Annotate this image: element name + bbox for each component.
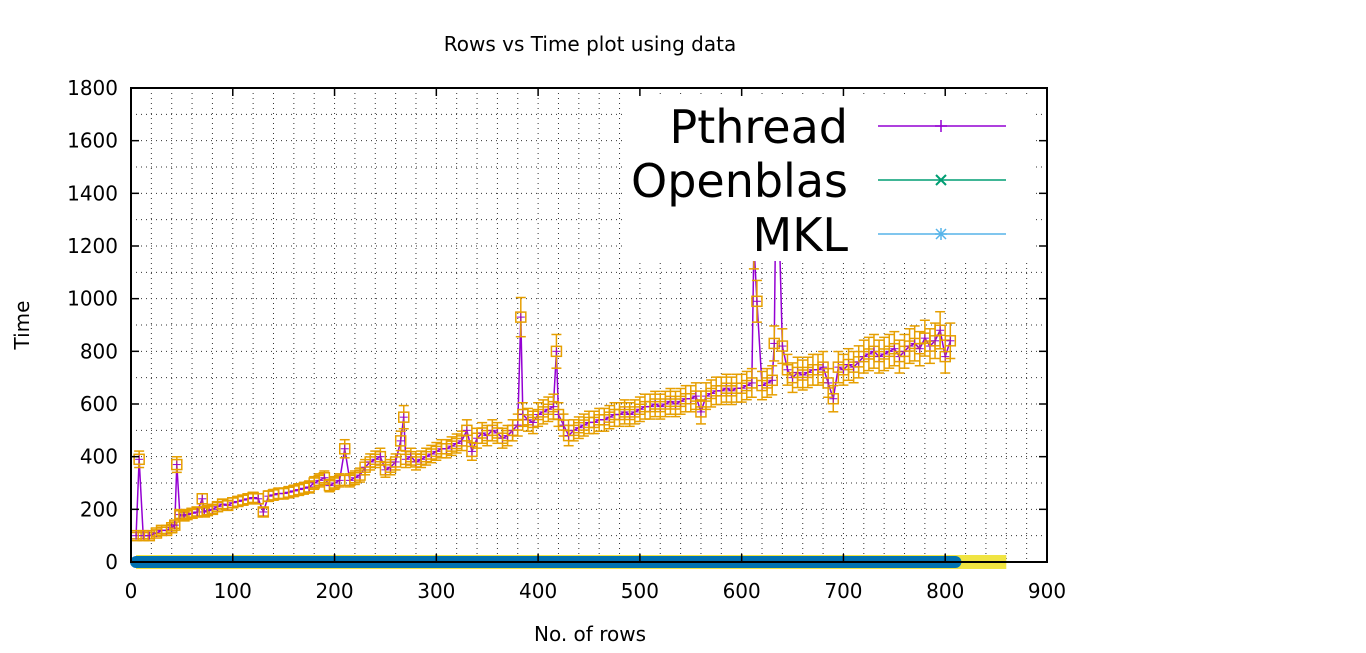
- pthread-point: [333, 473, 346, 488]
- x-axis-title: No. of rows: [534, 622, 646, 646]
- pthread-point: [133, 450, 145, 469]
- pthread-point: [466, 441, 478, 461]
- pthread-point: [944, 322, 957, 360]
- y-tick-label: 800: [80, 339, 118, 363]
- pthread-point: [389, 453, 402, 471]
- x-tick-label: 900: [1028, 579, 1066, 603]
- pthread-point: [766, 365, 778, 396]
- pthread-point: [919, 319, 931, 357]
- pthread-point: [252, 492, 264, 505]
- pthread-point: [934, 310, 946, 350]
- pthread-point: [746, 367, 758, 399]
- pthread-point: [768, 325, 780, 362]
- chart-title: Rows vs Time plot using data: [444, 32, 736, 56]
- y-tick-label: 1600: [67, 129, 118, 153]
- x-tick-label: 200: [315, 579, 353, 603]
- y-tick-label: 1800: [67, 76, 118, 100]
- legend-entry: Openblas: [631, 154, 1006, 208]
- pthread-point: [751, 279, 763, 323]
- x-tick-label: 800: [926, 579, 964, 603]
- x-tick-label: 300: [417, 579, 455, 603]
- pthread-point: [196, 492, 208, 505]
- plot-frame: [130, 87, 1048, 563]
- grid: [130, 87, 1048, 563]
- legend-label: MKL: [753, 208, 849, 262]
- legend-entry: Pthread: [669, 100, 1006, 154]
- y-tick-label: 0: [105, 550, 118, 574]
- legend-label: Pthread: [669, 100, 848, 154]
- axis-ticks: 0 100 200 300 400 500 600 700 800 900 0 200 400 600 80…: [67, 76, 1066, 603]
- x-tick-label: 700: [824, 579, 862, 603]
- y-tick-label: 600: [80, 392, 118, 416]
- pthread-point: [374, 447, 387, 466]
- y-tick-label: 200: [80, 497, 118, 521]
- pthread-point: [776, 328, 789, 365]
- y-tick-label: 1400: [67, 181, 118, 205]
- y-axis-title: Time: [10, 301, 34, 351]
- pthread-point: [338, 438, 351, 459]
- x-tick-label: 400: [519, 579, 557, 603]
- legend-label: Openblas: [631, 154, 848, 208]
- pthread-point: [461, 419, 473, 442]
- pthread-point: [515, 296, 527, 338]
- legend-entry: MKL: [753, 208, 1006, 262]
- y-tick-label: 400: [80, 445, 118, 469]
- y-tick-label: 1200: [67, 234, 118, 258]
- x-tick-label: 600: [723, 579, 761, 603]
- pthread-point: [695, 399, 707, 425]
- x-tick-label: 500: [621, 579, 659, 603]
- pthread-point: [257, 506, 270, 518]
- x-tick-label: 100: [214, 579, 252, 603]
- pthread-point: [822, 367, 834, 399]
- series-layer: [130, 126, 957, 542]
- pthread-point: [398, 404, 410, 430]
- y-tick-label: 1000: [67, 287, 118, 311]
- x-tick-label: 0: [125, 579, 138, 603]
- pthread-point: [827, 384, 840, 413]
- pthread-point: [171, 456, 183, 474]
- pthread-point: [550, 333, 563, 369]
